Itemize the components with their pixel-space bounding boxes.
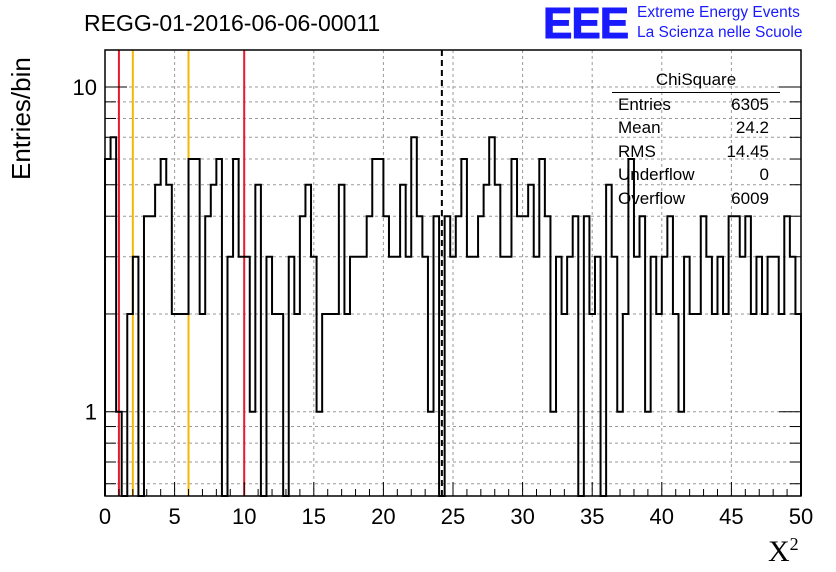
stats-label: Mean [618, 118, 661, 137]
histogram-bin [523, 216, 529, 496]
histogram-bin [478, 216, 484, 496]
stats-row-rms: RMS 14.45 [611, 140, 781, 164]
histogram-bin [695, 314, 701, 496]
histogram-series [104, 136, 802, 497]
x-tick-label: 10 [232, 504, 256, 529]
y-tick-label: 1 [85, 400, 97, 425]
x-tick-label: 20 [371, 504, 395, 529]
x-tick-label: 0 [99, 504, 111, 529]
histogram-bin [472, 257, 478, 496]
histogram-bin [333, 314, 339, 496]
histogram-bin [406, 257, 412, 496]
histogram-bin [361, 257, 367, 496]
histogram-bin [534, 257, 540, 496]
stats-value: 0 [759, 165, 769, 184]
histogram-bin [467, 257, 473, 496]
histogram-bin [177, 314, 183, 496]
histogram-bin [383, 216, 389, 496]
histogram-bin [356, 257, 362, 496]
histogram-bin [367, 216, 373, 496]
eee-logo: EEE [542, 0, 629, 48]
stats-label: Overflow [618, 188, 686, 208]
stats-label: RMS [618, 141, 656, 161]
histogram-bin [740, 257, 746, 496]
axis-ticks [104, 86, 802, 496]
histogram-bin [634, 257, 640, 496]
histogram-bin [723, 314, 729, 496]
stats-label: Entries [618, 94, 671, 114]
histogram-bin [150, 216, 156, 496]
histogram-bin [562, 314, 568, 496]
stats-row-underflow: Underflow 0 [611, 163, 781, 187]
x-axis-label: X2 [768, 534, 799, 569]
chart-title: REGG-01-2016-06-06-00011 [84, 10, 381, 36]
histogram-step-line [104, 136, 802, 497]
histogram-bin [200, 314, 206, 496]
y-tick-label: 10 [73, 75, 97, 100]
histogram-bin [506, 257, 512, 496]
histogram-bin [656, 314, 662, 496]
stats-label: Underflow [618, 165, 695, 184]
histogram-bin [328, 314, 334, 496]
histogram-bin [344, 314, 350, 496]
x-tick-label: 35 [580, 504, 604, 529]
histogram-bin [734, 216, 740, 496]
logo-text-line1: Extreme Energy Events [637, 4, 800, 21]
stats-value: 6305 [731, 94, 769, 114]
histogram-bin [751, 314, 757, 496]
y-axis-label: Entries/bin [6, 57, 36, 180]
x-axis-label-base: X [768, 535, 790, 568]
histogram-bin [417, 216, 423, 496]
reference-lines [117, 50, 443, 496]
stats-value: 6009 [731, 188, 769, 208]
histogram-bin [690, 314, 696, 496]
histogram-bin [272, 314, 278, 496]
x-tick-label: 30 [510, 504, 534, 529]
histogram-bin [395, 257, 401, 496]
logo-text-line2: La Scienza nelle Scuole [637, 24, 803, 41]
x-tick-label: 15 [302, 504, 326, 529]
x-tick-label: 25 [441, 504, 465, 529]
histogram-bin [155, 185, 161, 496]
stats-row-entries: Entries 6305 [611, 93, 781, 117]
x-tick-label: 50 [789, 504, 813, 529]
histogram-bin [161, 159, 167, 496]
histogram-bin [762, 314, 768, 496]
stats-title: ChiSquare [655, 70, 737, 89]
histogram-bin [294, 314, 300, 496]
x-axis-label-superscript: 2 [789, 534, 799, 554]
histogram-bin [389, 257, 395, 496]
x-tick-label: 5 [168, 504, 180, 529]
axis-tick-labels: 0 5 10 15 20 25 30 35 40 45 50 1 10 [73, 75, 814, 529]
stats-box: ChiSquare Entries 6305 Mean 24.2 RMS 14.45 … [611, 68, 781, 210]
histogram-bin [779, 314, 785, 496]
histogram-bin [500, 257, 506, 496]
histogram-bin [517, 216, 523, 496]
histogram-bin [456, 216, 462, 496]
stats-row-mean: Mean 24.2 [611, 116, 781, 140]
histogram-bin [484, 185, 490, 496]
stats-divider [612, 91, 780, 93]
x-tick-label: 40 [650, 504, 674, 529]
stats-row-overflow: Overflow 6009 [611, 187, 781, 211]
x-tick-label: 45 [719, 504, 743, 529]
stats-value: 14.45 [726, 141, 769, 161]
histogram-bin [712, 314, 718, 496]
histogram-bin [489, 137, 495, 496]
stats-value: 24.2 [735, 118, 769, 137]
histogram-bin [211, 185, 217, 496]
